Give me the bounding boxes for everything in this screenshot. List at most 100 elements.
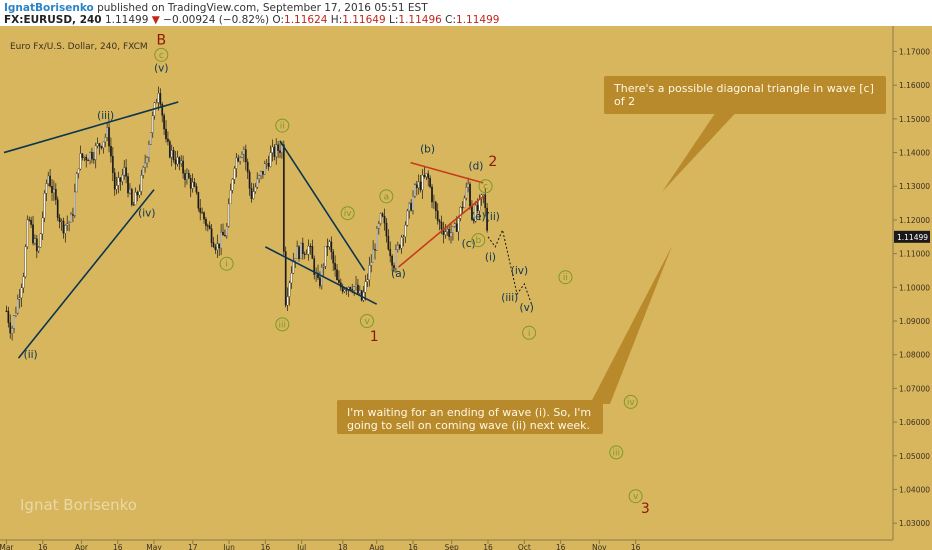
wave-label: (iii) — [97, 110, 114, 122]
price-chart[interactable]: 1.17000 1.16000 1.15000 1.14000 1.13000 1.120… — [0, 26, 932, 550]
candle-body — [300, 242, 302, 259]
candle-body — [307, 245, 310, 255]
candle-body — [182, 160, 184, 174]
candle-body — [271, 146, 274, 153]
projection-path — [487, 228, 533, 305]
candle-body — [391, 255, 393, 266]
candle-body — [87, 159, 89, 161]
candle-body — [273, 146, 276, 157]
candle-body — [81, 153, 84, 158]
price-tick-label: 1.05000 — [899, 452, 930, 461]
candle-body — [377, 223, 380, 229]
candle-body — [296, 246, 298, 259]
time-tick-label: 16 — [113, 543, 123, 550]
candle-body — [123, 167, 126, 176]
candle-body — [436, 210, 439, 221]
candle-body — [368, 265, 371, 280]
candle-body — [381, 213, 384, 217]
wave-circle-label: c — [483, 182, 488, 192]
candle-body — [41, 217, 44, 235]
candle-body — [286, 296, 289, 306]
candle-body — [438, 220, 441, 223]
candle-body — [256, 178, 259, 188]
candle-body — [151, 115, 154, 133]
candle-body — [357, 284, 359, 294]
candle-body — [395, 249, 397, 269]
candle-body — [429, 178, 431, 188]
candle-body — [7, 310, 10, 323]
candle-body — [189, 178, 192, 189]
candle-body — [453, 223, 456, 227]
candle-body — [142, 167, 145, 176]
price-tick-label: 1.07000 — [899, 384, 930, 393]
candle-body — [64, 225, 67, 234]
wave-circle-label: i — [225, 260, 228, 270]
candle-body — [174, 159, 177, 165]
wave-label: (b) — [420, 144, 435, 156]
candle-body — [180, 160, 183, 164]
candle-body — [115, 185, 118, 190]
candle-body — [303, 253, 306, 255]
candle-body — [18, 297, 21, 300]
wave-circle — [558, 270, 573, 285]
candle-body — [389, 249, 392, 257]
candle-body — [79, 153, 82, 170]
candle-body — [309, 245, 312, 248]
candle-body — [129, 189, 131, 194]
upper-wedge-line — [3, 101, 179, 154]
candle-body — [222, 231, 224, 236]
candle-body — [474, 205, 477, 222]
wave-circle-label: iii — [279, 320, 287, 330]
wave-label-red: B — [156, 33, 166, 49]
candle-body — [37, 247, 40, 252]
close-label: C: — [445, 14, 457, 26]
wave-circle-label: a — [384, 192, 390, 202]
annotation-text-top: There's a possible diagonal triangle in … — [614, 82, 874, 108]
candle-body — [47, 175, 50, 184]
wave-circle — [275, 317, 290, 332]
candle-body — [336, 269, 338, 281]
candle-body — [313, 258, 316, 275]
candle-body — [168, 141, 171, 158]
candle-body — [193, 182, 196, 187]
candle-body — [372, 249, 374, 263]
wave-circle — [154, 47, 169, 62]
candle-body — [305, 253, 308, 256]
candle-body — [201, 212, 203, 214]
candle-body — [288, 282, 291, 297]
author-link[interactable]: IgnatBorisenko — [4, 2, 94, 14]
wave-circle — [219, 256, 234, 271]
time-tick-label: Jun — [222, 543, 235, 550]
publish-line: IgnatBorisenko published on TradingView.… — [4, 2, 428, 14]
candle-body — [383, 216, 386, 224]
candle-body — [301, 242, 304, 255]
publish-text: published on TradingView.com, September … — [97, 2, 428, 14]
candle-body — [332, 251, 335, 264]
chart-title: Euro Fx/U.S. Dollar, 240, FXCM — [10, 42, 148, 52]
time-tick-label: 16 — [483, 543, 493, 550]
lower-triangle-line — [264, 246, 378, 305]
candle-body — [421, 175, 424, 191]
candle-body — [427, 173, 430, 179]
candle-body — [73, 191, 76, 216]
annotation-bubble-top: There's a possible diagonal triangle in … — [604, 76, 886, 114]
candle-body — [311, 246, 314, 259]
candle-body — [404, 224, 407, 237]
candle-body — [358, 290, 361, 294]
candle-body — [472, 219, 475, 222]
wave-label-red: 1 — [370, 329, 379, 345]
candle-body — [317, 272, 319, 278]
candle-body — [170, 150, 173, 158]
watermark: Ignat Borisenko — [20, 496, 137, 514]
lower-wedge-line — [17, 189, 155, 359]
time-tick-label: 16 — [38, 543, 48, 550]
time-tick-label: Apr — [75, 543, 89, 550]
wave-label: (e) — [471, 211, 486, 223]
candle-body — [229, 190, 232, 205]
close-value: 1.11499 — [456, 14, 500, 26]
candle-body — [434, 201, 437, 212]
wave-circle-label: i — [528, 329, 531, 339]
candle-body — [243, 149, 245, 155]
wave-circle-label: c — [159, 51, 164, 61]
